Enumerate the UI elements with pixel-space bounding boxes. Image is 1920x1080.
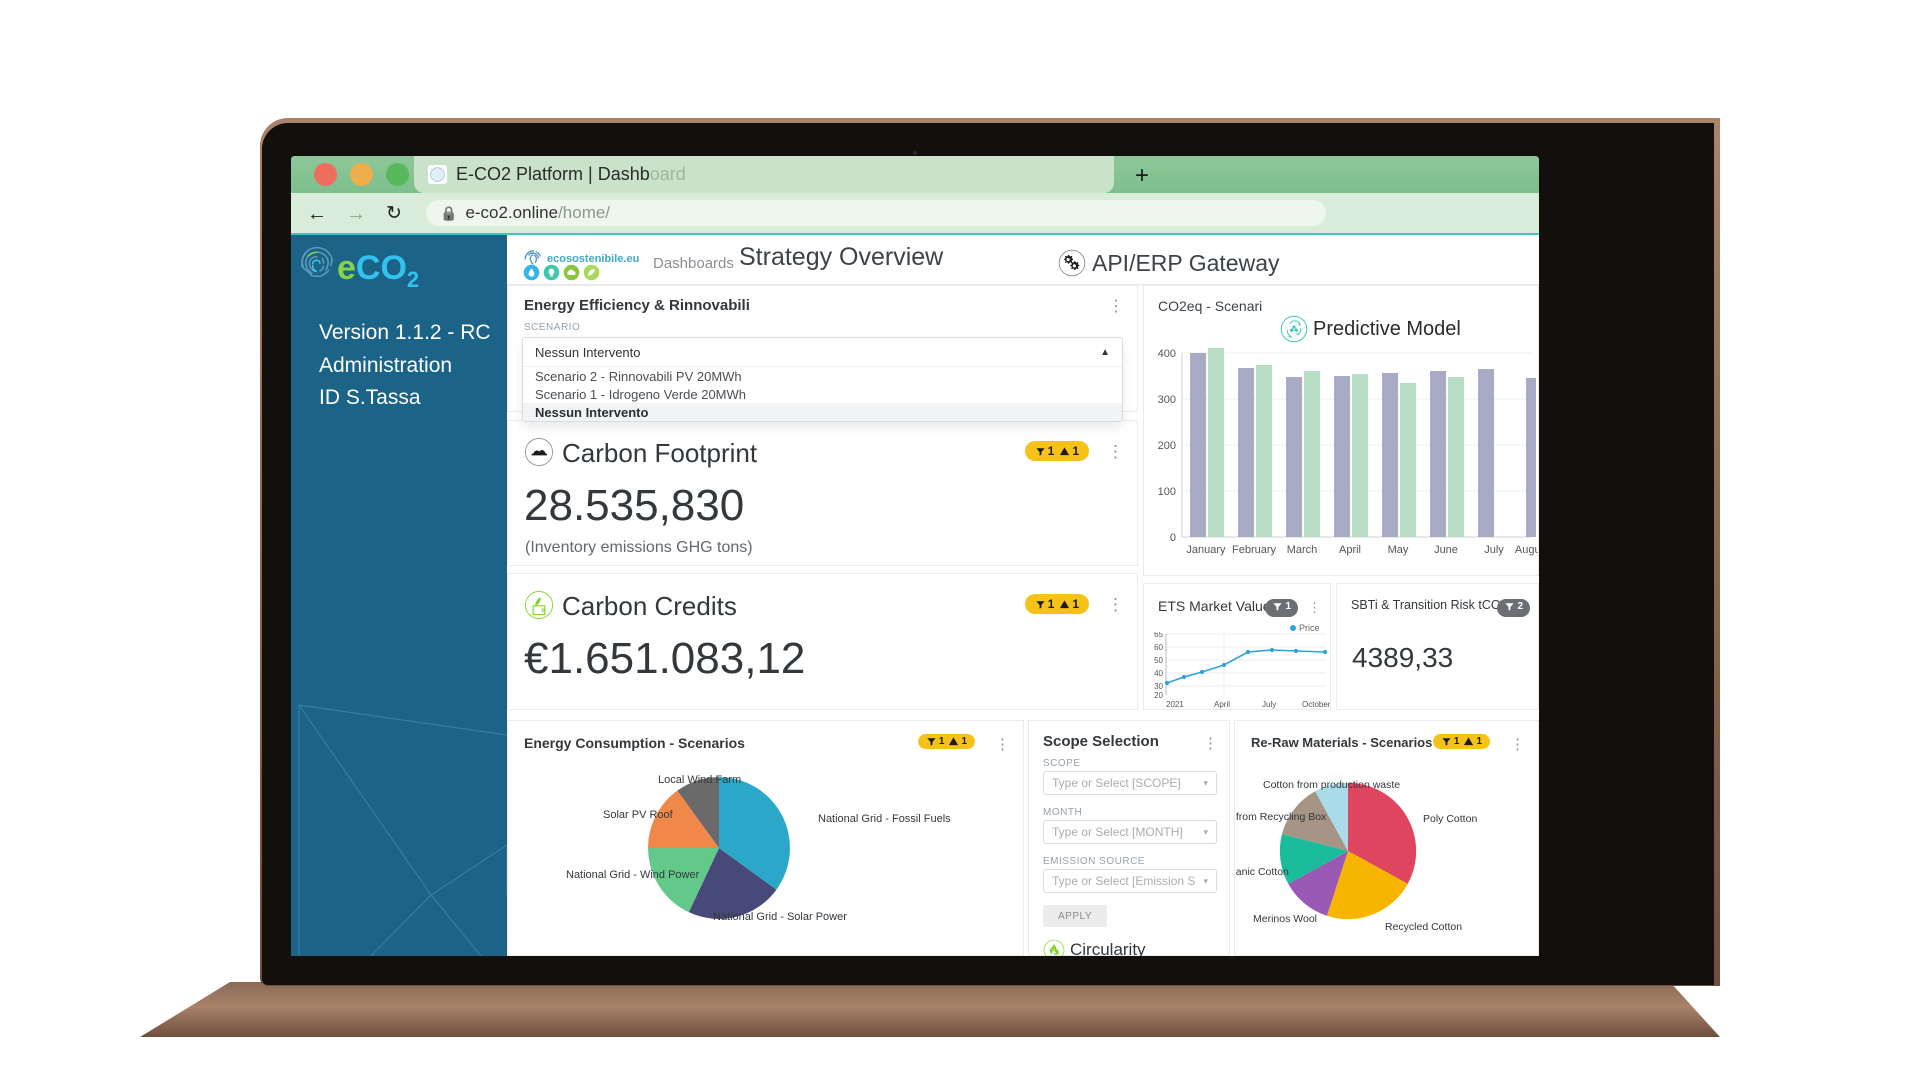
svg-text:June: June: [1434, 544, 1458, 556]
svg-text:October: October: [1302, 700, 1331, 709]
svg-text:April: April: [1214, 700, 1230, 709]
svg-text:February: February: [1232, 544, 1277, 556]
svg-text:30: 30: [1154, 682, 1163, 691]
svg-text:200: 200: [1158, 440, 1176, 452]
svg-text:100: 100: [1158, 486, 1176, 498]
svg-text:50: 50: [1154, 656, 1163, 665]
svg-text:400: 400: [1158, 348, 1176, 360]
svg-text:40: 40: [1154, 669, 1163, 678]
svg-text:July: July: [1484, 544, 1504, 556]
svg-text:2021: 2021: [1166, 700, 1184, 709]
svg-text:March: March: [1287, 544, 1318, 556]
svg-text:May: May: [1388, 544, 1409, 556]
svg-text:July: July: [1262, 700, 1276, 709]
svg-text:300: 300: [1158, 394, 1176, 406]
svg-text:20: 20: [1154, 691, 1163, 700]
svg-text:60: 60: [1154, 643, 1163, 652]
svg-text:65: 65: [1154, 632, 1163, 639]
svg-text:April: April: [1339, 544, 1361, 556]
svg-text:August: August: [1515, 544, 1539, 556]
svg-text:January: January: [1186, 544, 1226, 556]
svg-text:0: 0: [1170, 532, 1176, 544]
